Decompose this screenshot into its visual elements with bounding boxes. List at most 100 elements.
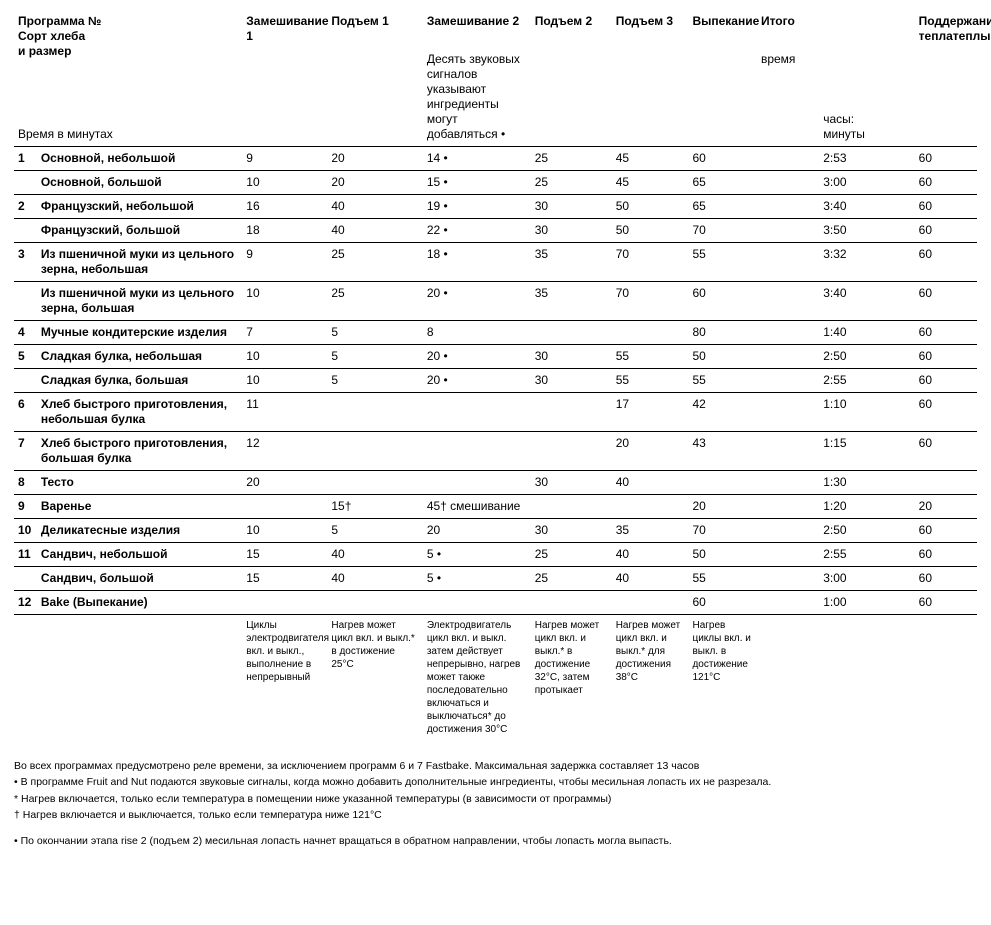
cell-total: 1:15 [819, 432, 914, 471]
cell-r1: 20 [327, 147, 422, 171]
program-name: Хлеб быстрого приготовления, большая бул… [37, 432, 242, 471]
cell-total-spacer [757, 321, 819, 345]
cell-total: 2:50 [819, 519, 914, 543]
cell-r3: 45 [612, 171, 689, 195]
cell-bake: 65 [688, 195, 756, 219]
cell-k2 [423, 432, 531, 471]
note-knead1: Циклы электродвигателя вкл. и выкл., вып… [242, 615, 327, 741]
cell-total: 1:40 [819, 321, 914, 345]
cell-bake: 60 [688, 147, 756, 171]
cell-keep-warm: 60 [915, 543, 977, 567]
program-number: 11 [14, 543, 37, 567]
cell-total: 3:40 [819, 282, 914, 321]
cell-r3: 55 [612, 369, 689, 393]
col-rise3: Подъем 3 [612, 10, 689, 48]
table-row: 8Тесто2030401:30 [14, 471, 977, 495]
cell-r2 [531, 321, 612, 345]
cell-bake: 70 [688, 219, 756, 243]
table-row: 11Сандвич, небольшой15405 •2540502:5560 [14, 543, 977, 567]
legend-line: • В программе Fruit and Nut подаются зву… [14, 774, 977, 790]
program-name: Основной, небольшой [37, 147, 242, 171]
cell-r2: 25 [531, 567, 612, 591]
cell-bake: 50 [688, 543, 756, 567]
cell-total: 2:55 [819, 369, 914, 393]
table-row: 1Основной, небольшой92014 •2545602:5360 [14, 147, 977, 171]
cell-bake: 65 [688, 171, 756, 195]
cell-k1: 12 [242, 432, 327, 471]
cell-k2: 5 • [423, 567, 531, 591]
cell-r1: 15† [327, 495, 422, 519]
program-name: Французский, небольшой [37, 195, 242, 219]
program-name: Варенье [37, 495, 242, 519]
cell-r2: 25 [531, 171, 612, 195]
cell-k2: 19 • [423, 195, 531, 219]
program-name: Основной, большой [37, 171, 242, 195]
cell-r3: 55 [612, 345, 689, 369]
cell-k1: 10 [242, 369, 327, 393]
program-name: Сандвич, небольшой [37, 543, 242, 567]
cell-k2: 18 • [423, 243, 531, 282]
cell-total-spacer [757, 471, 819, 495]
col-rise1: Подъем 1 [327, 10, 422, 48]
cell-k1: 9 [242, 243, 327, 282]
cell-r3: 45 [612, 147, 689, 171]
cell-r2: 30 [531, 345, 612, 369]
program-name: Мучные кондитерские изделия [37, 321, 242, 345]
cell-r2: 30 [531, 519, 612, 543]
cell-r2 [531, 495, 612, 519]
cell-r2: 25 [531, 147, 612, 171]
note-rise3: Нагрев может цикл вкл. и выкл.* для дост… [612, 615, 689, 741]
legend-line: † Нагрев включается и выключается, тольк… [14, 807, 977, 823]
cell-total-spacer [757, 432, 819, 471]
program-name: Bake (Выпекание) [37, 591, 242, 615]
cell-r1: 40 [327, 219, 422, 243]
cell-r2 [531, 432, 612, 471]
legend-line: Во всех программах предусмотрено реле вр… [14, 758, 977, 774]
cell-total-spacer [757, 519, 819, 543]
table-row: 10Деликатесные изделия105203035702:5060 [14, 519, 977, 543]
cell-r1: 40 [327, 543, 422, 567]
cell-r2: 35 [531, 243, 612, 282]
cell-bake: 42 [688, 393, 756, 432]
program-name: Деликатесные изделия [37, 519, 242, 543]
cell-total-spacer [757, 393, 819, 432]
cell-total: 3:40 [819, 195, 914, 219]
cell-r3: 40 [612, 471, 689, 495]
cell-bake: 20 [688, 495, 756, 519]
cell-total-spacer [757, 567, 819, 591]
cell-r3: 40 [612, 567, 689, 591]
cell-keep-warm: 60 [915, 321, 977, 345]
cell-keep-warm: 60 [915, 393, 977, 432]
program-name: Тесто [37, 471, 242, 495]
cell-keep-warm: 60 [915, 195, 977, 219]
col-total-sub: время [757, 48, 819, 85]
cell-k2: 20 • [423, 282, 531, 321]
table-row: Сандвич, большой15405 •2540553:0060 [14, 567, 977, 591]
table-row: Из пшеничной муки из цельного зерна, бол… [14, 282, 977, 321]
cell-total-spacer [757, 171, 819, 195]
table-row: Французский, большой184022 •3050703:5060 [14, 219, 977, 243]
legend-line: • По окончании этапа rise 2 (подъем 2) м… [14, 833, 977, 849]
cell-k1: 16 [242, 195, 327, 219]
cell-r1 [327, 432, 422, 471]
cell-keep-warm: 60 [915, 567, 977, 591]
cell-r3: 70 [612, 282, 689, 321]
cell-bake: 50 [688, 345, 756, 369]
program-name: Сладкая булка, небольшая [37, 345, 242, 369]
table-row: 2Французский, небольшой164019 •3050653:4… [14, 195, 977, 219]
cell-keep-warm: 60 [915, 282, 977, 321]
cell-k2: 20 [423, 519, 531, 543]
cell-r1: 25 [327, 243, 422, 282]
table-row: 3Из пшеничной муки из цельного зерна, не… [14, 243, 977, 282]
col-knead1: Замешивание 1 [242, 10, 327, 48]
table-header: Программа № Сорт хлеба и размер Замешива… [14, 10, 977, 147]
program-name: Сандвич, большой [37, 567, 242, 591]
cell-r1: 5 [327, 345, 422, 369]
cell-r2: 30 [531, 471, 612, 495]
cell-total-spacer [757, 543, 819, 567]
cell-k2: 8 [423, 321, 531, 345]
cell-r3 [612, 495, 689, 519]
cell-k2: 22 • [423, 219, 531, 243]
cell-k2 [423, 591, 531, 615]
cell-total: 1:30 [819, 471, 914, 495]
